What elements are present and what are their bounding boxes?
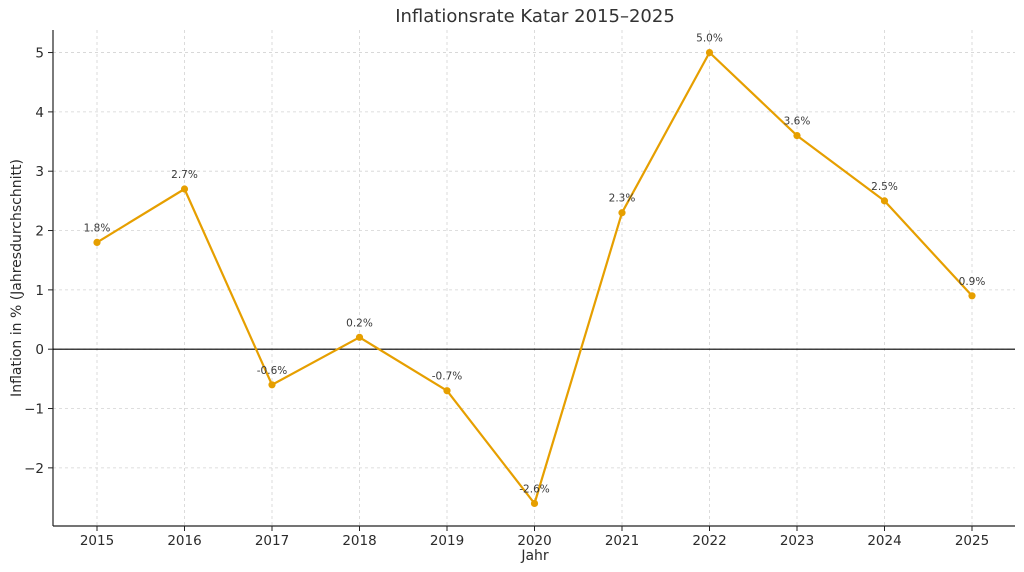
data-point [793,132,801,140]
data-point [618,209,626,217]
data-label: 0.2% [346,317,373,329]
x-tick-label: 2021 [605,533,639,549]
data-point [530,499,539,508]
x-tick-label: 2019 [430,533,464,549]
y-tick-label: 4 [35,105,44,121]
data-point [93,238,101,247]
data-label: 2.3% [609,193,636,205]
y-tick-label: 2 [35,224,44,240]
data-point [268,381,276,389]
data-label: 1.8% [84,222,111,234]
grid [53,30,1015,526]
data-point [443,387,451,395]
x-tick-label: 2016 [167,533,201,549]
data-label: 2.5% [871,181,898,193]
y-tick-label: 0 [35,342,44,358]
x-tick-label: 2015 [80,533,114,549]
ticks: 2015 2016 2017 2018 2019 2020 2021 2022 2023 2024… [24,46,989,549]
data-point [968,292,976,300]
data-label: 0.9% [959,276,986,288]
x-tick-label: 2017 [255,533,289,549]
data-label: 2.7% [171,169,198,181]
data-label: -2.6% [519,483,549,495]
axes [52,30,1015,527]
data-point [880,197,889,205]
x-tick-label: 2022 [692,533,726,549]
y-tick-label: 5 [35,46,44,62]
y-tick-label: 3 [35,164,44,180]
data-point [355,333,364,341]
y-axis-title: Inflation in % (Jahresdurchschnitt) [9,159,25,397]
data-point [705,48,714,57]
y-tick-label: 1 [35,283,44,299]
x-tick-label: 2018 [342,533,376,549]
data-label: -0.7% [432,371,462,383]
y-tick-label: −1 [24,402,44,418]
x-axis-title: Jahr [520,548,549,564]
x-tick-label: 2023 [780,533,814,549]
data-label: 3.6% [784,116,811,128]
y-tick-label: −2 [24,461,44,477]
series-group [93,48,976,508]
chart-title: Inflationsrate Katar 2015–2025 [395,6,675,27]
x-tick-label: 2024 [867,533,901,549]
data-label: -0.6% [257,365,287,377]
x-tick-label: 2020 [517,533,551,549]
data-point [180,185,189,193]
data-labels: 1.8% 2.7% -0.6% 0.2% -0.7% -2.6% 2.3% 5.0% 3.6% 2… [84,33,986,496]
data-label: 5.0% [696,33,723,45]
x-tick-label: 2025 [955,533,989,549]
